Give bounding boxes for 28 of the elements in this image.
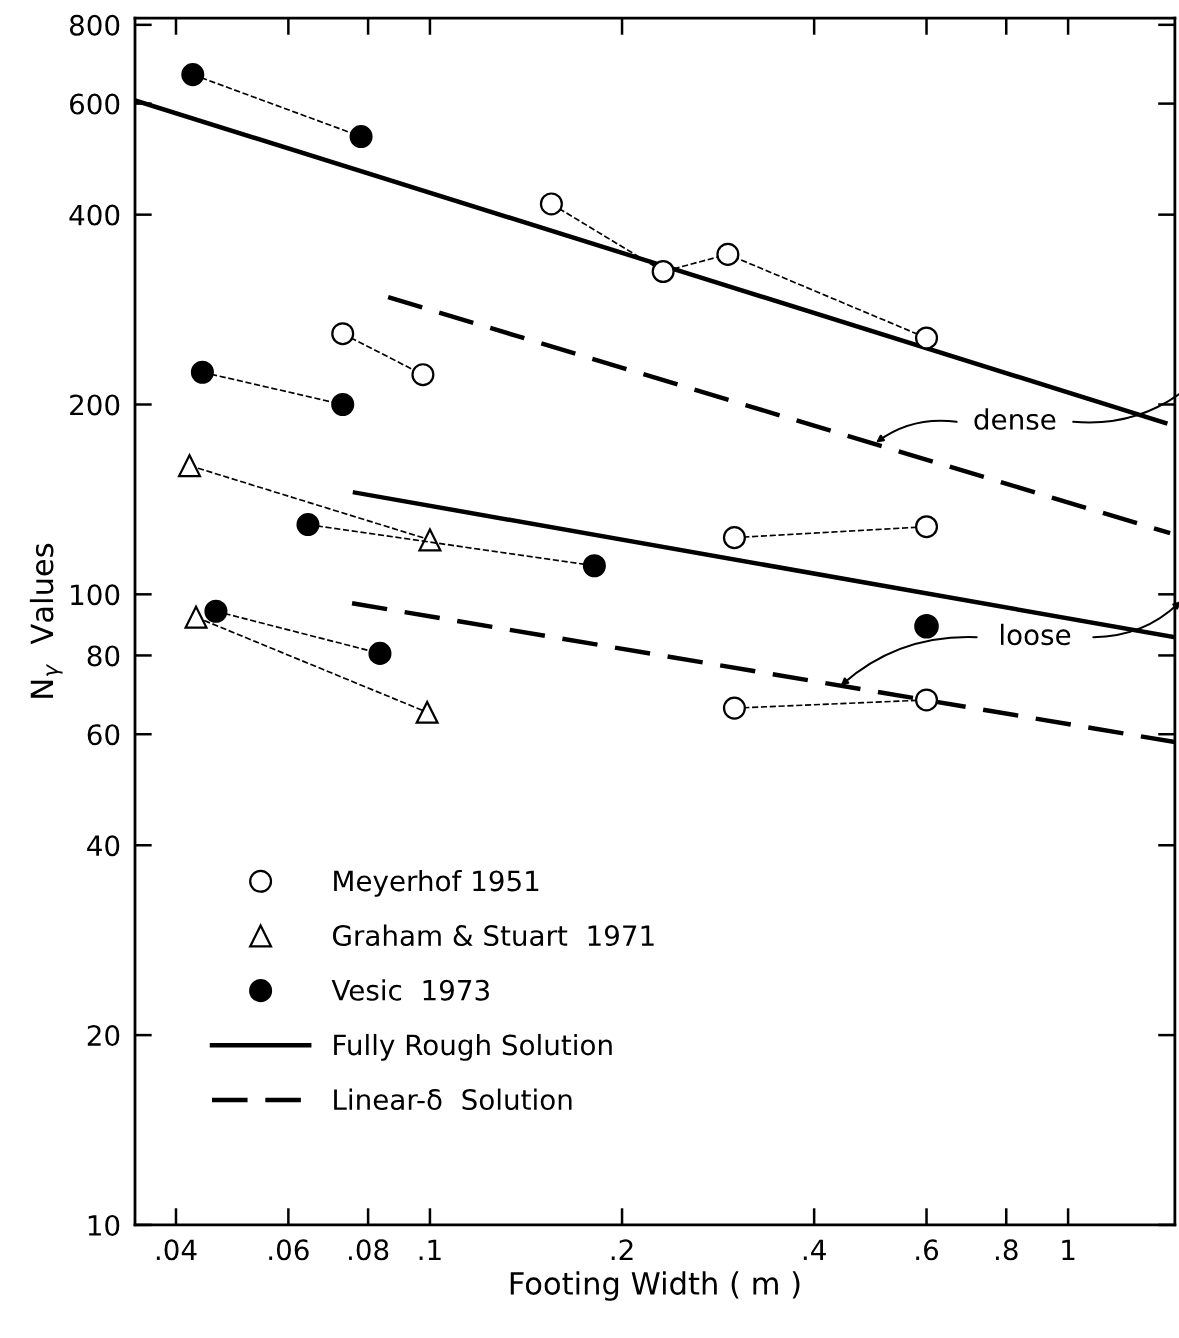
x-tick-label: .8 xyxy=(995,1239,1018,1261)
legend-label: Fully Rough Solution xyxy=(334,1033,612,1061)
legend-label: Vesic 1973 xyxy=(331,979,489,1001)
legend-label: Linear-δ Solution xyxy=(334,1088,572,1111)
x-axis-title: Footing Width ( m ) xyxy=(510,1271,800,1301)
y-tick-label: 600 xyxy=(70,93,120,115)
x-tick-label: .6 xyxy=(916,1239,939,1261)
x-tick-label: 1 xyxy=(1062,1239,1075,1260)
y-tick-label: 60 xyxy=(87,724,120,746)
y-tick-label: 20 xyxy=(87,1025,120,1047)
y-tick-label: 200 xyxy=(70,394,120,416)
x-tick-label: .08 xyxy=(348,1239,389,1261)
x-tick-label: .4 xyxy=(803,1239,826,1260)
annotation: loose xyxy=(1000,623,1071,646)
legend-label: Meyerhof 1951 xyxy=(334,869,539,897)
x-tick-label: .1 xyxy=(419,1239,441,1260)
y-tick-label: 10 xyxy=(88,1214,120,1236)
annotation: dense xyxy=(974,408,1056,430)
y-axis-title: N$_{γ}$ Values xyxy=(29,543,63,698)
y-tick-label: 100 xyxy=(71,584,120,606)
y-tick-label: 800 xyxy=(69,14,120,36)
legend-label: Graham & Stuart 1971 xyxy=(332,924,654,947)
x-tick-label: .2 xyxy=(611,1239,633,1260)
y-tick-label: 80 xyxy=(87,645,120,667)
x-tick-label: .04 xyxy=(156,1239,197,1261)
y-tick-label: 40 xyxy=(87,835,120,857)
x-tick-label: .06 xyxy=(269,1239,309,1261)
y-tick-label: 400 xyxy=(69,204,120,226)
